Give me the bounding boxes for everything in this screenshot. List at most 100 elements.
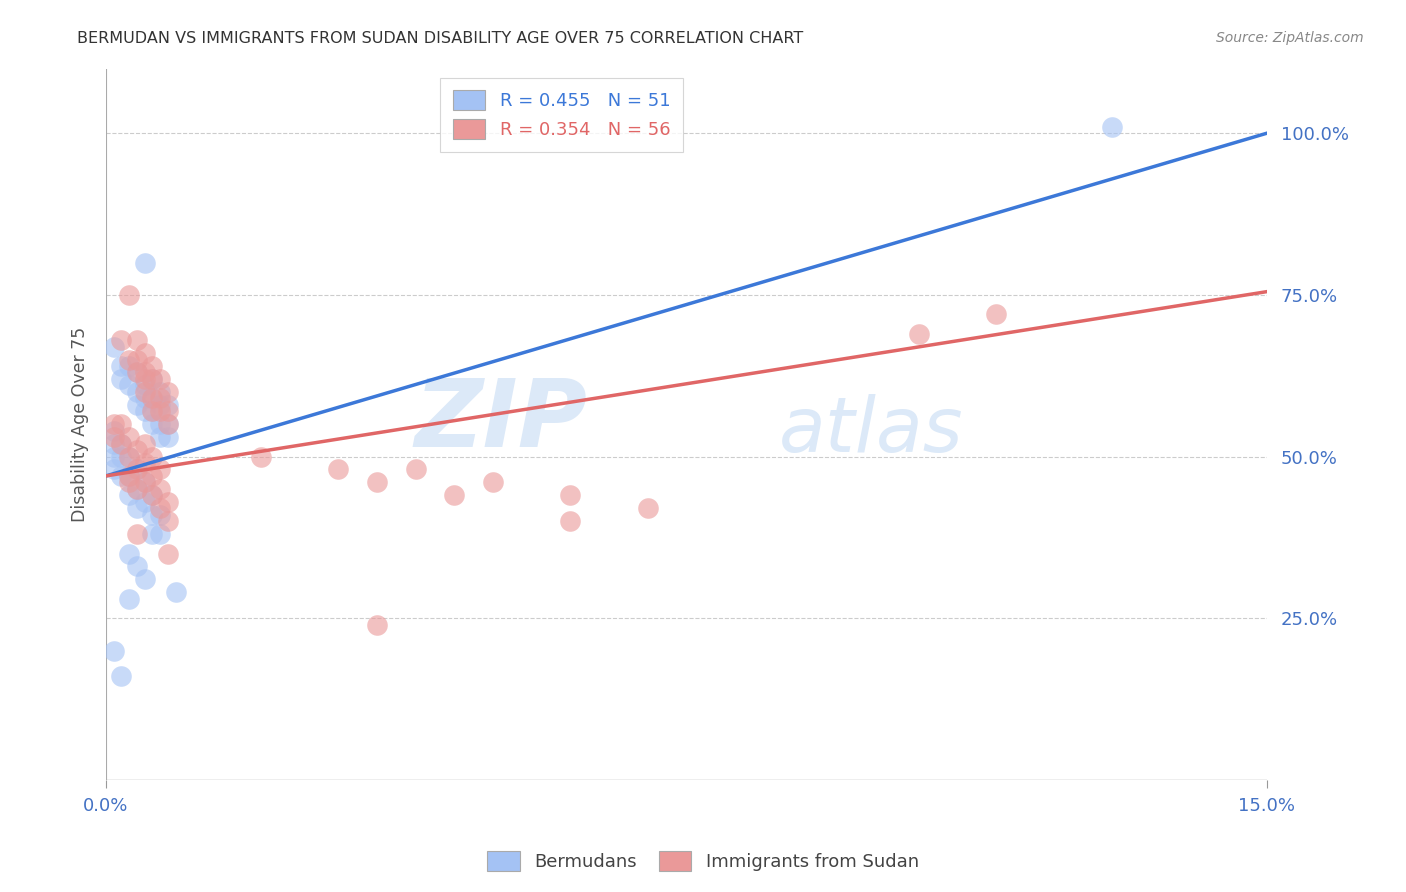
Point (149, 501, 172, 516)
Point (118, 450, 141, 464)
Point (134, 475, 156, 490)
Point (134, 495, 156, 509)
Text: ZIP: ZIP (415, 375, 588, 467)
Point (134, 372, 156, 386)
Point (134, 346, 156, 360)
Point (141, 392, 163, 406)
Point (149, 398, 172, 412)
Point (125, 366, 148, 380)
Point (125, 462, 148, 476)
Point (125, 462, 148, 476)
Point (326, 462, 349, 476)
Point (141, 488, 163, 502)
Point (118, 352, 141, 367)
Point (156, 547, 179, 561)
Point (110, 333, 132, 347)
Point (366, 475, 388, 490)
Point (103, 430, 125, 444)
Point (141, 404, 163, 418)
Point (141, 372, 163, 386)
Point (149, 372, 172, 386)
Point (103, 643, 125, 657)
Point (149, 527, 172, 541)
Point (110, 450, 132, 464)
Point (110, 417, 132, 432)
Point (118, 469, 141, 483)
Point (118, 475, 141, 490)
Point (103, 436, 125, 450)
Text: BERMUDAN VS IMMIGRANTS FROM SUDAN DISABILITY AGE OVER 75 CORRELATION CHART: BERMUDAN VS IMMIGRANTS FROM SUDAN DISABI… (77, 31, 804, 46)
Point (103, 450, 125, 464)
Point (110, 469, 132, 483)
Point (118, 488, 141, 502)
Point (134, 573, 156, 587)
Point (118, 450, 141, 464)
Point (156, 404, 179, 418)
Point (134, 436, 156, 450)
Point (249, 450, 271, 464)
Point (134, 384, 156, 399)
Point (156, 514, 179, 528)
Point (141, 392, 163, 406)
Point (110, 372, 132, 386)
Text: atlas: atlas (779, 394, 963, 468)
Point (103, 462, 125, 476)
Point (141, 527, 163, 541)
Point (141, 469, 163, 483)
Point (134, 255, 156, 269)
Text: Source: ZipAtlas.com: Source: ZipAtlas.com (1216, 31, 1364, 45)
Point (482, 475, 505, 490)
Point (118, 469, 141, 483)
Point (103, 417, 125, 432)
Point (366, 617, 388, 632)
Point (118, 359, 141, 373)
Point (141, 372, 163, 386)
Point (141, 417, 163, 432)
Point (134, 404, 156, 418)
Point (156, 384, 179, 399)
Point (118, 288, 141, 302)
Point (125, 559, 148, 574)
Point (156, 495, 179, 509)
Point (141, 488, 163, 502)
Point (125, 482, 148, 496)
Legend: R = 0.455   N = 51, R = 0.354   N = 56: R = 0.455 N = 51, R = 0.354 N = 56 (440, 78, 683, 152)
Point (149, 384, 172, 399)
Point (156, 417, 179, 432)
Point (149, 417, 172, 432)
Point (134, 392, 156, 406)
Point (560, 488, 582, 502)
Point (118, 547, 141, 561)
Point (149, 430, 172, 444)
Point (125, 366, 148, 380)
Point (125, 352, 148, 367)
Point (110, 359, 132, 373)
Point (149, 508, 172, 522)
Point (149, 482, 172, 496)
Point (125, 398, 148, 412)
Point (134, 475, 156, 490)
Point (560, 514, 582, 528)
Point (149, 462, 172, 476)
Point (907, 326, 929, 341)
Point (118, 591, 141, 606)
Point (984, 307, 1007, 321)
Point (134, 366, 156, 380)
Point (125, 501, 148, 516)
Point (110, 436, 132, 450)
Point (405, 462, 427, 476)
Point (141, 359, 163, 373)
Point (125, 333, 148, 347)
Point (165, 585, 187, 599)
Point (125, 527, 148, 541)
Point (118, 430, 141, 444)
Point (118, 378, 141, 392)
Point (110, 436, 132, 450)
Y-axis label: Disability Age Over 75: Disability Age Over 75 (72, 326, 89, 522)
Point (149, 392, 172, 406)
Point (103, 424, 125, 438)
Point (443, 488, 465, 502)
Legend: Bermudans, Immigrants from Sudan: Bermudans, Immigrants from Sudan (479, 844, 927, 879)
Point (125, 482, 148, 496)
Point (110, 669, 132, 683)
